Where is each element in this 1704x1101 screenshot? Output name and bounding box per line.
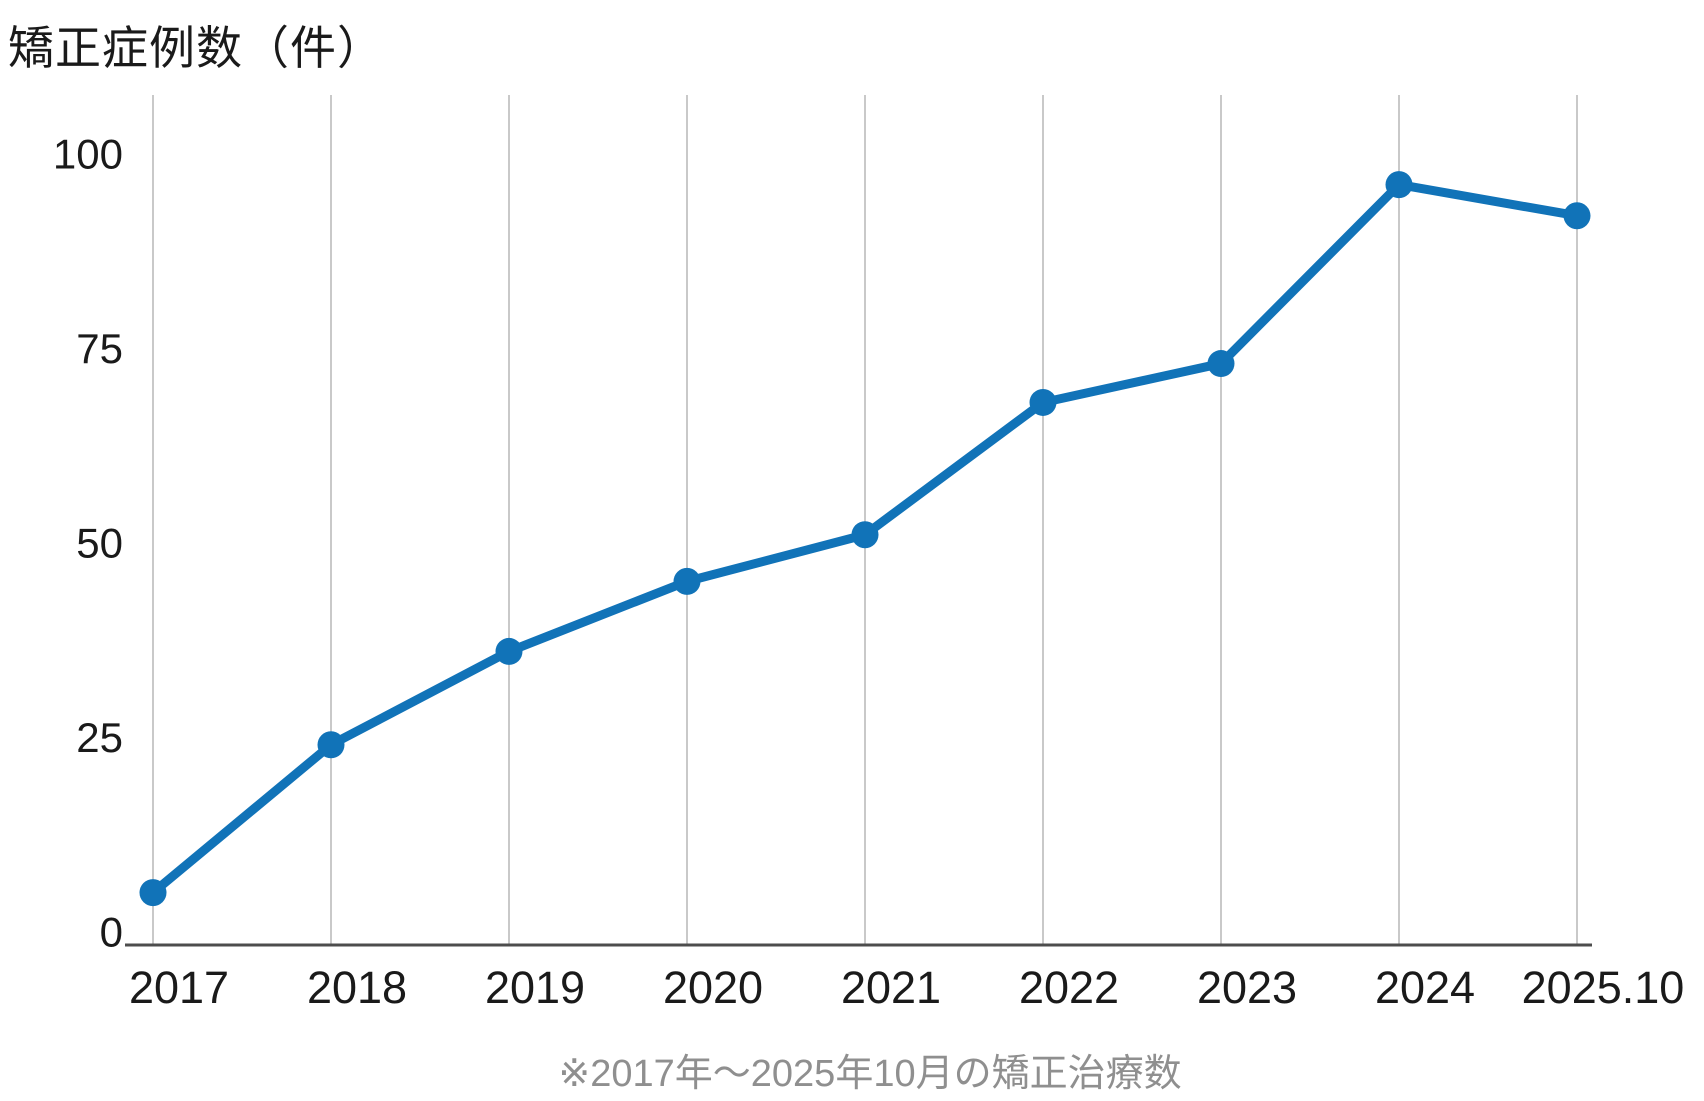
y-tick-label: 50 bbox=[76, 520, 123, 567]
x-tick-label: 2019 bbox=[485, 962, 585, 1013]
y-tick-label: 0 bbox=[100, 909, 123, 956]
chart-caption: ※2017年～2025年10月の矯正治療数 bbox=[558, 1053, 1182, 1095]
x-tick-label: 2018 bbox=[307, 962, 407, 1013]
x-tick-label: 2021 bbox=[841, 962, 941, 1013]
data-point bbox=[1385, 171, 1413, 199]
data-point bbox=[673, 567, 701, 595]
x-tick-label: 2023 bbox=[1197, 962, 1297, 1013]
x-tick-label: 2022 bbox=[1019, 962, 1119, 1013]
data-point bbox=[317, 731, 345, 759]
data-point bbox=[851, 521, 879, 549]
data-point bbox=[1563, 202, 1591, 230]
data-point bbox=[495, 637, 523, 665]
x-tick-label: 2017 bbox=[129, 962, 229, 1013]
y-tick-label: 100 bbox=[53, 131, 123, 178]
chart-title: 矯正症例数（件） bbox=[8, 22, 384, 74]
data-point bbox=[1029, 388, 1057, 416]
y-tick-label: 25 bbox=[76, 714, 123, 761]
x-tick-label: 2020 bbox=[663, 962, 763, 1013]
data-point bbox=[1207, 350, 1235, 378]
x-tick-label: 2025.10 bbox=[1522, 962, 1685, 1013]
data-point bbox=[139, 879, 167, 907]
x-tick-label: 2024 bbox=[1375, 962, 1475, 1013]
y-tick-label: 75 bbox=[76, 325, 123, 372]
